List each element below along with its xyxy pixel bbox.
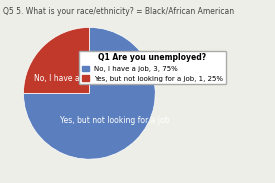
Wedge shape (23, 27, 155, 159)
Legend: No, I have a job, 3, 75%, Yes, but not looking for a job, 1, 25%: No, I have a job, 3, 75%, Yes, but not l… (79, 51, 226, 84)
Text: Q5 5. What is your race/ethnicity? = Black/African American: Q5 5. What is your race/ethnicity? = Bla… (3, 7, 234, 16)
Text: Yes, but not looking for a job: Yes, but not looking for a job (60, 117, 169, 126)
Wedge shape (23, 27, 89, 93)
Text: No, I have a job: No, I have a job (34, 74, 94, 83)
